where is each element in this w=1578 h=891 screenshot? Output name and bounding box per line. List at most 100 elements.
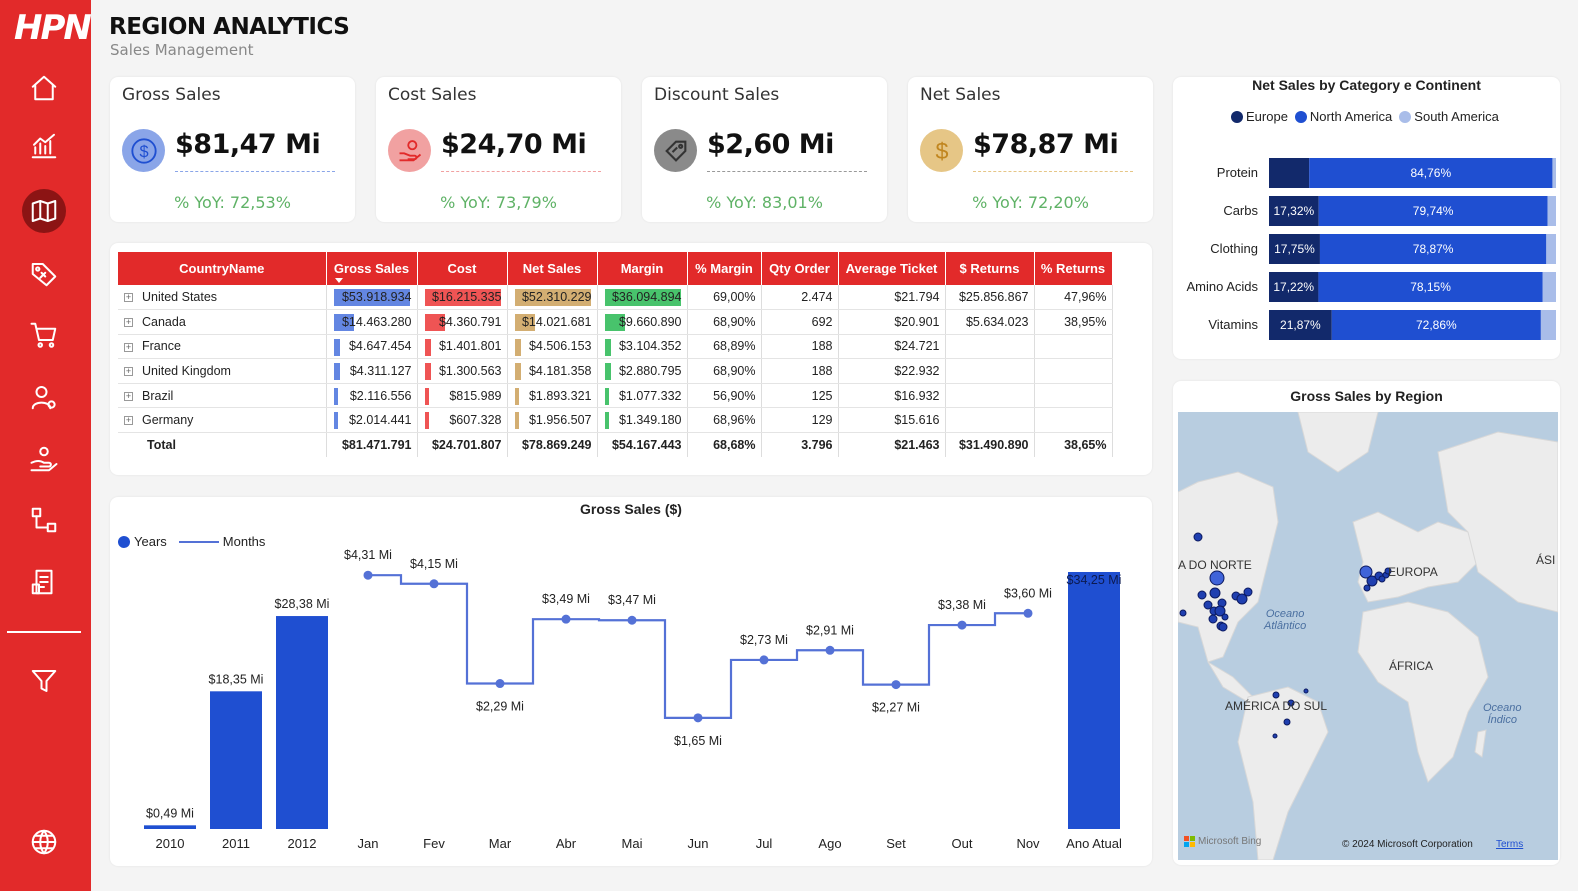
- cell-value: $52.310.229: [521, 290, 592, 305]
- sales-marker[interactable]: [1303, 688, 1309, 694]
- sales-marker[interactable]: [1384, 567, 1392, 575]
- sales-marker[interactable]: [1378, 575, 1386, 583]
- table-row[interactable]: + Canada $14.463.280 $4.360.791 $14.021.681 $…: [118, 309, 1113, 335]
- sales-marker[interactable]: [1218, 622, 1228, 632]
- expand-icon[interactable]: +: [124, 390, 133, 401]
- data-bar: [514, 338, 522, 356]
- sales-marker[interactable]: [1193, 532, 1203, 542]
- year-bar: [210, 691, 262, 829]
- sales-marker[interactable]: [1209, 570, 1225, 586]
- header-cost[interactable]: Cost: [417, 252, 508, 285]
- cell-value: $14.463.280: [341, 314, 412, 329]
- flow-icon[interactable]: [22, 498, 66, 542]
- cell-net: $1.893.321: [507, 383, 598, 409]
- sales-marker[interactable]: [1287, 699, 1295, 707]
- cell-pmargin: 69,00%: [687, 285, 762, 311]
- month-data-label: $2,27 Mi: [872, 701, 920, 715]
- globe-icon[interactable]: [22, 820, 66, 864]
- table-row[interactable]: + United States $53.918.934 $16.215.335 $52.…: [118, 285, 1113, 311]
- country-name: United Kingdom: [142, 364, 231, 379]
- stack-segment-europe: [1269, 310, 1332, 340]
- sales-marker[interactable]: [1272, 691, 1280, 699]
- sales-marker[interactable]: [1214, 605, 1226, 617]
- data-bar: [424, 338, 432, 356]
- chart-icon[interactable]: [22, 124, 66, 168]
- sales-marker[interactable]: [1363, 584, 1371, 592]
- header-country[interactable]: CountryName: [118, 252, 327, 285]
- table-row[interactable]: + Germany $2.014.441 $607.328 $1.956.507 $1.3…: [118, 407, 1113, 434]
- bar-data-label: $18,35 Mi: [209, 672, 264, 686]
- gross-sales-chart: 2010 $0,49 Mi 2011 $18,35 Mi 2012 $28,38 Mi Ja…: [144, 548, 1122, 851]
- segment-data-label: 21,87%: [1280, 318, 1321, 332]
- sales-marker[interactable]: [1236, 593, 1248, 605]
- report-icon[interactable]: [22, 560, 66, 604]
- cell-returns: [945, 383, 1035, 409]
- discount-tag-icon[interactable]: [22, 252, 66, 296]
- header-returns[interactable]: $ Returns: [945, 252, 1035, 285]
- dollar-icon: $: [122, 129, 165, 172]
- header-pct-returns[interactable]: % Returns: [1034, 252, 1113, 285]
- sales-marker[interactable]: [1221, 613, 1229, 621]
- stack-segment-north-america: [1319, 234, 1547, 264]
- cell-margin: $2.880.795: [597, 358, 688, 384]
- cart-icon[interactable]: [22, 313, 66, 357]
- dollar-coin-icon: $: [920, 129, 963, 172]
- expand-icon[interactable]: +: [124, 341, 133, 352]
- header-average-ticket[interactable]: Average Ticket: [838, 252, 946, 285]
- month-point: [429, 579, 439, 589]
- category-label: Clothing: [1210, 241, 1258, 256]
- cell-ticket: $24.721: [838, 334, 946, 360]
- table-row[interactable]: + Brazil $2.116.556 $815.989 $1.893.321 $1.07…: [118, 383, 1113, 409]
- sales-marker[interactable]: [1203, 600, 1213, 610]
- gross-sales-map[interactable]: A DO NORTE EUROPA ÁSI ÁFRICA AMÉRICA DO …: [1178, 412, 1558, 860]
- cell-country: + Canada: [118, 309, 327, 335]
- bing-attribution: Microsoft Bing: [1184, 836, 1261, 847]
- user-icon[interactable]: [22, 375, 66, 419]
- map-icon[interactable]: [22, 189, 66, 233]
- cell-gross: $4.647.454: [326, 334, 418, 360]
- sales-marker[interactable]: [1272, 733, 1278, 739]
- map-terms-link[interactable]: Terms: [1496, 839, 1524, 850]
- header-net-sales[interactable]: Net Sales: [507, 252, 598, 285]
- header-gross-sales[interactable]: Gross Sales: [326, 252, 418, 285]
- expand-icon[interactable]: +: [124, 317, 133, 328]
- data-bar: [514, 363, 521, 381]
- gross-sales-chart-card: Gross Sales ($) Years Months 2010 $0,49 M…: [110, 497, 1152, 866]
- sales-marker[interactable]: [1243, 587, 1253, 597]
- kpi-value: $81,47 Mi: [175, 129, 321, 160]
- sales-marker[interactable]: [1208, 614, 1218, 624]
- sales-marker[interactable]: [1179, 609, 1187, 617]
- cell-value: $2.014.441: [348, 413, 412, 428]
- segment-data-label: 72,86%: [1416, 318, 1457, 332]
- map-land-shapes: [1178, 412, 1558, 860]
- cell-net: $4.181.358: [507, 358, 598, 384]
- hand-coin-icon[interactable]: [22, 437, 66, 481]
- header-margin[interactable]: Margin: [597, 252, 688, 285]
- month-data-label: $3,60 Mi: [1004, 586, 1052, 600]
- x-tick-label: Ago: [818, 836, 841, 851]
- filter-icon[interactable]: [22, 659, 66, 703]
- sales-marker[interactable]: [1209, 587, 1221, 599]
- sales-marker[interactable]: [1359, 565, 1373, 579]
- sales-marker[interactable]: [1197, 590, 1207, 600]
- map-label-south-america: AMÉRICA DO SUL: [1225, 699, 1328, 713]
- expand-icon[interactable]: +: [124, 415, 133, 426]
- header-qty-order[interactable]: Qty Order: [761, 252, 839, 285]
- table-row[interactable]: + France $4.647.454 $1.401.801 $4.506.153 $3.…: [118, 334, 1113, 360]
- sales-marker[interactable]: [1366, 575, 1378, 587]
- expand-icon[interactable]: +: [124, 292, 133, 303]
- table-row[interactable]: + United Kingdom $4.311.127 $1.300.563 $4.18…: [118, 358, 1113, 384]
- header-label: Gross Sales: [333, 261, 410, 276]
- sales-marker[interactable]: [1283, 718, 1291, 726]
- cell-value: $16.215.335: [431, 290, 502, 305]
- ocean-atlantic-text: Oceano Atlântico: [1264, 608, 1307, 632]
- data-bar: [424, 314, 445, 332]
- kpi-title: Discount Sales: [654, 85, 780, 105]
- cell-qty: 188: [761, 334, 839, 360]
- home-icon[interactable]: [22, 66, 66, 110]
- cell-ticket: $16.932: [838, 383, 946, 409]
- expand-icon[interactable]: +: [124, 366, 133, 377]
- month-point: [825, 645, 835, 655]
- stack-segment-europe: [1269, 234, 1320, 264]
- header-pct-margin[interactable]: % Margin: [687, 252, 762, 285]
